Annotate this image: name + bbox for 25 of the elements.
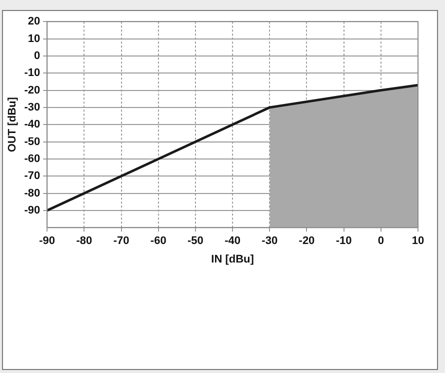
x-tick-label: -20 (298, 235, 315, 248)
x-tick-label: -10 (336, 235, 352, 248)
x-tick-label: 0 (378, 235, 384, 248)
x-tick-label: -50 (188, 235, 204, 248)
y-tick-label: 20 (28, 16, 40, 28)
x-axis-title: IN [dBu] (211, 253, 254, 266)
y-tick-label: -30 (24, 101, 40, 114)
x-tick-label: -80 (76, 235, 92, 248)
x-tick-label: -90 (39, 235, 56, 248)
y-tick-label: -60 (24, 152, 40, 165)
y-tick-label: -90 (24, 204, 40, 216)
x-tick-label: -40 (224, 235, 240, 248)
y-tick-label: -50 (24, 136, 40, 148)
y-tick-label: 0 (34, 50, 40, 62)
x-tick-label: -30 (262, 235, 278, 248)
y-tick-label: -20 (24, 84, 40, 96)
y-axis-title: OUT [dBu] (6, 96, 19, 152)
y-tick-label: 10 (28, 32, 40, 45)
y-tick-label: -80 (24, 187, 40, 200)
y-tick-label: -40 (24, 118, 40, 131)
x-tick-label: -60 (150, 235, 166, 248)
x-tick-label: -70 (113, 235, 130, 248)
y-tick-label: -70 (24, 170, 40, 182)
y-tick-label: -10 (24, 67, 40, 80)
x-tick-label: 10 (412, 235, 424, 248)
